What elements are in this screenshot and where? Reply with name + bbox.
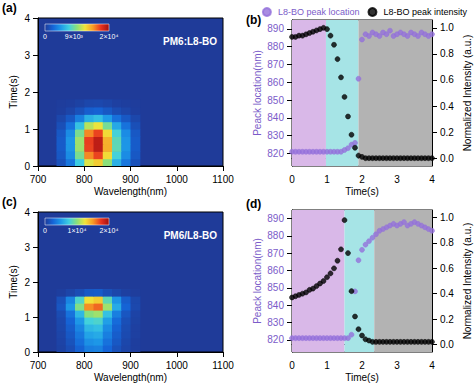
svg-text:Time(s): Time(s) bbox=[345, 186, 379, 197]
svg-text:PM6:L8-BO: PM6:L8-BO bbox=[163, 36, 217, 47]
svg-text:1×10⁴: 1×10⁴ bbox=[68, 227, 87, 234]
svg-text:880: 880 bbox=[267, 41, 284, 52]
svg-text:800: 800 bbox=[76, 360, 93, 371]
svg-text:0: 0 bbox=[24, 347, 30, 358]
svg-text:840: 840 bbox=[267, 112, 284, 123]
svg-text:2: 2 bbox=[24, 87, 30, 98]
svg-text:700: 700 bbox=[30, 360, 47, 371]
svg-text:2×10⁴: 2×10⁴ bbox=[100, 33, 119, 40]
svg-text:Peack location(nm): Peack location(nm) bbox=[252, 50, 263, 136]
svg-text:1: 1 bbox=[24, 312, 30, 323]
svg-text:840: 840 bbox=[267, 300, 284, 311]
svg-text:4: 4 bbox=[429, 174, 435, 185]
svg-text:820: 820 bbox=[267, 148, 284, 159]
svg-text:1100: 1100 bbox=[212, 174, 234, 185]
svg-text:L8-BO peak intensity: L8-BO peak intensity bbox=[383, 7, 467, 17]
svg-text:0.0: 0.0 bbox=[440, 153, 454, 164]
svg-text:0.6: 0.6 bbox=[440, 263, 454, 274]
svg-text:2: 2 bbox=[359, 360, 365, 371]
svg-text:PM6/L8-BO: PM6/L8-BO bbox=[164, 230, 218, 241]
svg-text:850: 850 bbox=[267, 95, 284, 106]
svg-text:1.0: 1.0 bbox=[440, 22, 454, 33]
svg-text:830: 830 bbox=[267, 130, 284, 141]
svg-text:1100: 1100 bbox=[212, 360, 234, 371]
svg-text:0.0: 0.0 bbox=[440, 339, 454, 350]
svg-text:870: 870 bbox=[267, 59, 284, 70]
svg-text:850: 850 bbox=[267, 282, 284, 293]
svg-text:2×10⁴: 2×10⁴ bbox=[100, 227, 119, 234]
svg-text:800: 800 bbox=[76, 174, 93, 185]
svg-text:1000: 1000 bbox=[166, 360, 189, 371]
svg-text:Normalized Intensity (a.u.): Normalized Intensity (a.u.) bbox=[462, 223, 473, 340]
svg-text:3: 3 bbox=[24, 50, 30, 61]
svg-text:820: 820 bbox=[267, 334, 284, 345]
svg-text:0: 0 bbox=[43, 33, 47, 40]
svg-text:700: 700 bbox=[30, 174, 47, 185]
svg-text:Normalized Intensity (a.u.): Normalized Intensity (a.u.) bbox=[462, 35, 473, 152]
svg-text:860: 860 bbox=[267, 265, 284, 276]
svg-text:870: 870 bbox=[267, 248, 284, 259]
svg-text:3: 3 bbox=[24, 242, 30, 253]
svg-text:0.8: 0.8 bbox=[440, 48, 454, 59]
svg-text:0.4: 0.4 bbox=[440, 288, 454, 299]
svg-text:0: 0 bbox=[289, 360, 295, 371]
svg-text:900: 900 bbox=[122, 174, 139, 185]
svg-text:0: 0 bbox=[24, 161, 30, 172]
svg-text:Wavelength(nm): Wavelength(nm) bbox=[94, 186, 167, 197]
svg-text:0.4: 0.4 bbox=[440, 101, 454, 112]
svg-text:Wavelength(nm): Wavelength(nm) bbox=[94, 372, 167, 383]
svg-text:2: 2 bbox=[359, 174, 365, 185]
svg-text:(d): (d) bbox=[246, 197, 261, 211]
svg-text:2: 2 bbox=[24, 277, 30, 288]
svg-text:Time(s): Time(s) bbox=[345, 372, 379, 383]
svg-text:0.6: 0.6 bbox=[440, 74, 454, 85]
svg-text:1: 1 bbox=[324, 174, 330, 185]
svg-text:0.8: 0.8 bbox=[440, 237, 454, 248]
svg-text:9×10³: 9×10³ bbox=[65, 33, 84, 40]
svg-text:Time(s): Time(s) bbox=[8, 75, 19, 109]
svg-text:(c): (c) bbox=[2, 195, 17, 209]
svg-text:3: 3 bbox=[394, 174, 400, 185]
svg-text:0.2: 0.2 bbox=[440, 127, 454, 138]
svg-text:L8-BO peak location: L8-BO peak location bbox=[278, 7, 360, 17]
svg-text:1: 1 bbox=[24, 124, 30, 135]
svg-text:860: 860 bbox=[267, 77, 284, 88]
svg-text:(a): (a) bbox=[2, 1, 17, 15]
svg-text:900: 900 bbox=[122, 360, 139, 371]
svg-text:(b): (b) bbox=[246, 13, 261, 27]
svg-text:830: 830 bbox=[267, 317, 284, 328]
svg-text:0: 0 bbox=[289, 174, 295, 185]
svg-text:880: 880 bbox=[267, 230, 284, 241]
svg-text:4: 4 bbox=[24, 13, 30, 24]
svg-text:0: 0 bbox=[43, 227, 47, 234]
svg-text:3: 3 bbox=[394, 360, 400, 371]
svg-text:0.2: 0.2 bbox=[440, 314, 454, 325]
svg-text:4: 4 bbox=[429, 360, 435, 371]
svg-text:4: 4 bbox=[24, 207, 30, 218]
svg-text:1.0: 1.0 bbox=[440, 212, 454, 223]
svg-text:Time(s): Time(s) bbox=[8, 265, 19, 299]
svg-text:1: 1 bbox=[324, 360, 330, 371]
svg-text:1000: 1000 bbox=[166, 174, 189, 185]
svg-text:890: 890 bbox=[267, 23, 284, 34]
svg-text:890: 890 bbox=[267, 213, 284, 224]
svg-text:Peack location(nm): Peack location(nm) bbox=[252, 238, 263, 324]
